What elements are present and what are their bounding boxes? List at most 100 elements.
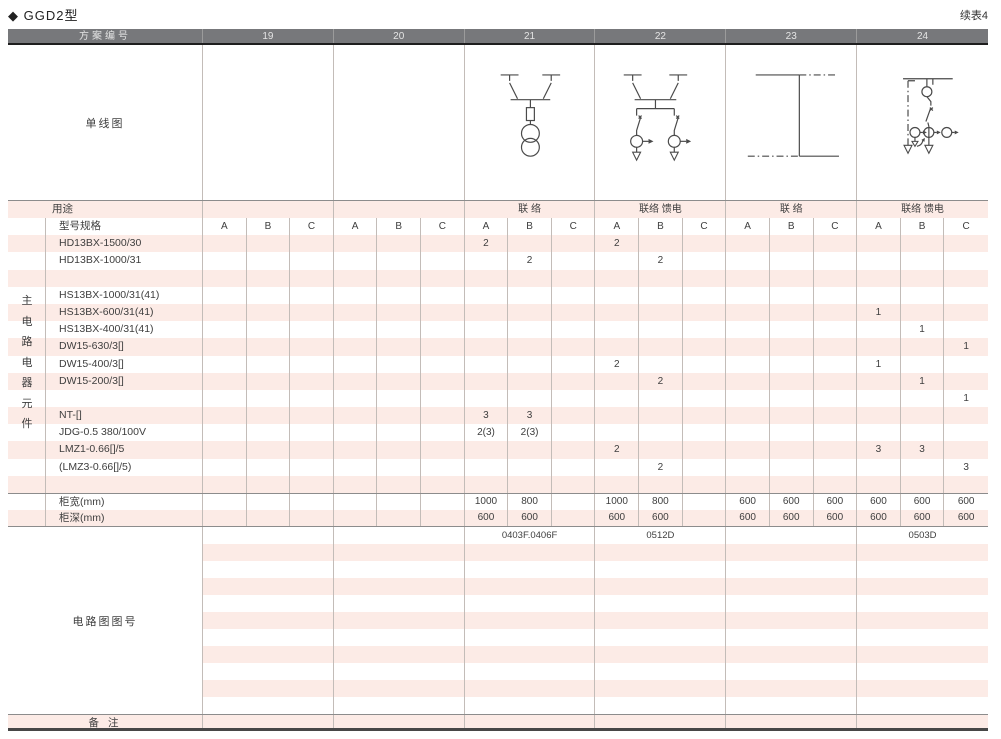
value-cell: 3 — [857, 441, 901, 459]
value-cell — [334, 475, 378, 493]
value-cell — [595, 407, 640, 425]
value-cell — [770, 475, 814, 493]
subcol-header-20-A: A — [334, 218, 378, 236]
value-cell — [901, 303, 945, 322]
value-cell — [726, 441, 770, 459]
value-cell — [421, 235, 465, 253]
component-label: HS13BX-1000/31(41) — [46, 286, 203, 304]
header-scheme-22: 22 — [595, 29, 727, 43]
value-cell — [683, 389, 727, 408]
remark-cell-scheme-23 — [726, 715, 858, 728]
value-cell — [421, 441, 465, 459]
value-cell — [726, 458, 770, 476]
dimension-value-cell: 600 — [508, 510, 552, 526]
dimension-value-cell: 600 — [957, 512, 975, 523]
single-line-diagram-scheme-22 — [595, 45, 727, 200]
value-cell: 2 — [595, 441, 640, 459]
value-cell — [814, 286, 858, 304]
value-cell — [290, 321, 334, 339]
value-cell — [377, 355, 422, 373]
value-cell — [247, 424, 291, 442]
value-cell — [290, 252, 334, 270]
figure-number-cell — [726, 697, 858, 714]
value-cell — [683, 303, 727, 322]
value-cell — [465, 321, 509, 339]
value-cell — [203, 458, 247, 476]
figure-number-cell — [857, 646, 988, 663]
figure-number-cell — [857, 663, 988, 680]
figure-row — [203, 578, 988, 595]
value-cell: 1 — [963, 392, 969, 404]
value-cell — [508, 303, 552, 322]
value-cell — [726, 372, 770, 390]
value-cell: 2(3) — [465, 424, 509, 442]
single-line-diagram-row: 单线图 — [8, 45, 988, 201]
value-cell — [465, 372, 509, 390]
value-cell — [814, 338, 858, 356]
value-cell — [247, 269, 291, 287]
figure-row — [203, 663, 988, 680]
value-cell — [377, 303, 422, 322]
value-cell: 2 — [639, 458, 683, 476]
value-cell — [639, 441, 683, 459]
usage-cell-scheme-24: 联络 馈电 — [901, 204, 944, 215]
figure-number-cell — [203, 595, 334, 612]
value-cell — [683, 424, 727, 442]
component-label: JDG-0.5 380/100V — [46, 424, 203, 442]
value-cell — [377, 252, 422, 270]
value-cell — [552, 424, 596, 442]
value-cell — [290, 441, 334, 459]
dimension-value-cell — [203, 494, 247, 510]
dimension-value-cell: 600 — [726, 510, 770, 526]
value-cell — [683, 407, 727, 425]
subcol-header-21-C: C — [552, 218, 596, 236]
value-cell — [203, 441, 247, 459]
group-column-spacer — [8, 407, 46, 425]
value-cell — [639, 303, 683, 322]
component-label — [46, 269, 203, 287]
dimension-value-cell — [290, 494, 334, 510]
value-cell — [290, 475, 334, 493]
dimension-value-cell: 800 — [508, 494, 552, 510]
value-cell — [247, 389, 291, 408]
value-cell — [901, 235, 945, 253]
dimension-value-cell: 600 — [814, 494, 858, 510]
value-cell — [465, 389, 509, 408]
value-cell — [944, 373, 988, 390]
value-cell — [247, 372, 291, 390]
value-cell — [901, 407, 945, 425]
dimension-value-cell — [552, 510, 596, 526]
figure-number-cell — [334, 612, 465, 629]
value-cell — [334, 389, 378, 408]
value-cell — [508, 458, 552, 476]
usage-row-label: 用途 — [8, 201, 203, 218]
subcol-header-23-A: A — [726, 218, 770, 236]
value-cell — [203, 389, 247, 408]
figure-number-cell — [203, 561, 334, 578]
value-cell — [595, 286, 640, 304]
component-label: DW15-400/3[] — [46, 355, 203, 373]
value-cell — [508, 235, 552, 253]
dimension-label: 柜宽(mm) — [46, 494, 203, 510]
subcol-header-23-C: C — [814, 218, 858, 236]
component-label: HS13BX-600/31(41) — [46, 303, 203, 322]
table-header-row: 方案编号 19 20 21 22 23 24 — [8, 29, 988, 45]
value-cell — [595, 424, 640, 442]
figure-number-cell — [465, 680, 596, 697]
value-cell — [421, 389, 465, 408]
value-cell — [770, 338, 814, 356]
value-cell — [857, 475, 901, 493]
component-row: HD13BX-1500/30 2 2 — [8, 235, 988, 253]
figure-row — [203, 680, 988, 697]
value-cell — [726, 269, 770, 287]
value-cell — [334, 303, 378, 322]
value-cell — [203, 407, 247, 425]
subcol-header-24-C: C — [962, 221, 970, 232]
value-cell: 1 — [901, 321, 945, 339]
component-label: DW15-630/3[] — [46, 338, 203, 356]
value-cell — [726, 235, 770, 253]
value-cell — [552, 475, 596, 493]
dimension-label: 柜深(mm) — [46, 510, 203, 526]
